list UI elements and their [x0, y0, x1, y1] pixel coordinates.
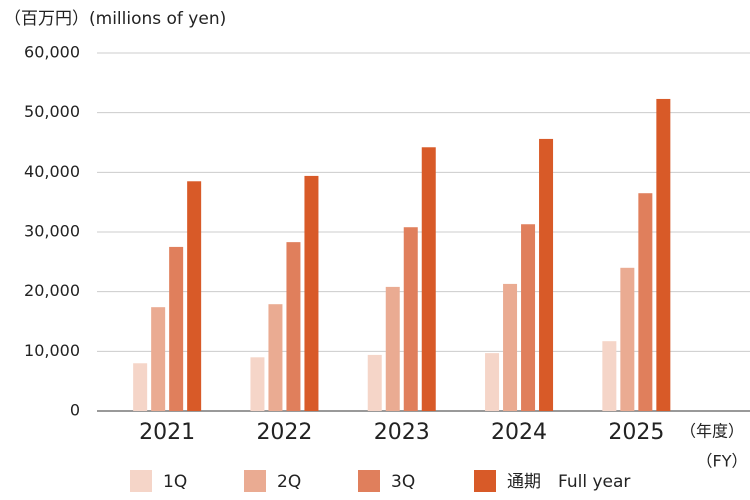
- bar: [385, 286, 400, 411]
- bar: [133, 363, 148, 411]
- y-tick-label: 20,000: [24, 281, 80, 300]
- legend-label: 3Q: [391, 472, 415, 492]
- legend-swatch: [358, 470, 380, 492]
- legend-swatch: [130, 470, 152, 492]
- y-axis-label: （百万円）(millions of yen): [4, 9, 226, 29]
- bar: [656, 98, 671, 412]
- y-tick-label: 40,000: [24, 162, 80, 181]
- bar: [151, 307, 166, 411]
- bar: [602, 341, 617, 411]
- x-unit-label: （FY）: [697, 452, 748, 471]
- bar: [421, 147, 436, 412]
- bar: [367, 354, 382, 411]
- bar: [169, 246, 184, 411]
- bar: [268, 304, 283, 411]
- bar: [250, 357, 265, 411]
- bar: [638, 193, 653, 411]
- x-tick-label: 2025: [608, 420, 664, 445]
- y-tick-label: 10,000: [24, 341, 80, 360]
- bar: [485, 353, 500, 411]
- x-tick-label: 2024: [491, 420, 547, 445]
- x-tick-label: 2022: [256, 420, 312, 445]
- y-tick-label: 30,000: [24, 222, 80, 241]
- x-tick-label: 2021: [139, 420, 195, 445]
- bar: [187, 181, 202, 411]
- y-tick-label: 0: [70, 401, 80, 420]
- bar: [503, 283, 518, 411]
- bar: [539, 138, 554, 412]
- bar: [521, 224, 536, 411]
- bar: [304, 175, 319, 411]
- legend-label: 通期 Full year: [507, 472, 630, 492]
- x-unit-label: （年度）: [680, 422, 744, 441]
- y-tick-label: 50,000: [24, 102, 80, 121]
- legend-swatch: [244, 470, 266, 492]
- bar: [620, 267, 635, 411]
- legend-label: 1Q: [163, 472, 187, 492]
- bar: [403, 227, 418, 411]
- bar: [286, 242, 301, 411]
- legend-label: 2Q: [277, 472, 301, 492]
- y-tick-label: 60,000: [24, 43, 80, 62]
- legend-swatch: [474, 470, 496, 492]
- x-tick-label: 2023: [374, 420, 430, 445]
